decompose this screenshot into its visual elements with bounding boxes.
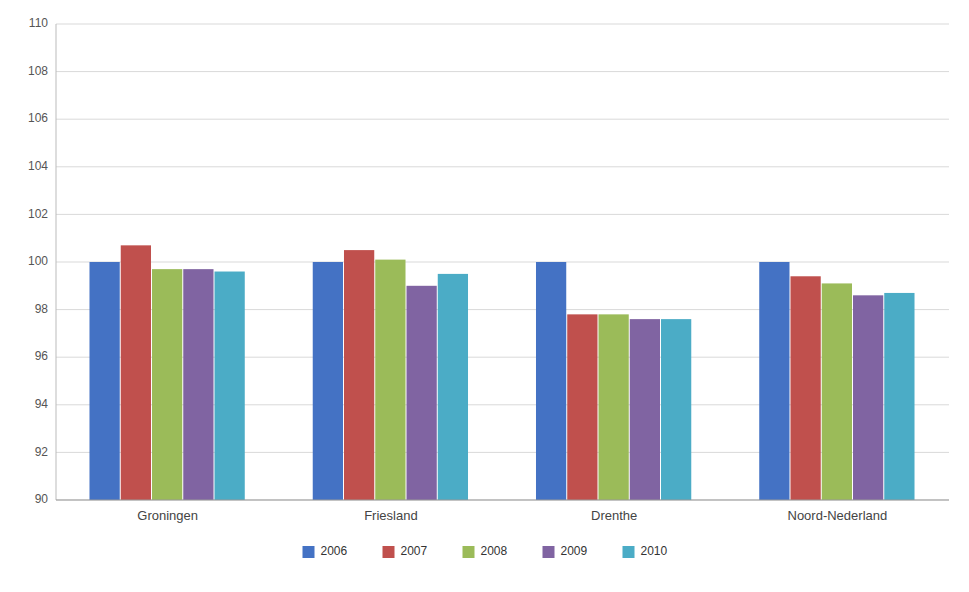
bars	[89, 245, 914, 500]
bar	[121, 245, 151, 500]
y-axis: 90 92 94 96 98 100 102 104 106 108 110	[28, 16, 56, 506]
legend-label: 2010	[641, 544, 668, 558]
legend-label: 2007	[401, 544, 428, 558]
bar	[598, 314, 628, 500]
bar-series	[121, 245, 821, 500]
grid-line	[56, 166, 949, 167]
bar	[759, 262, 789, 500]
bar	[344, 250, 374, 500]
x-tick-label: Drenthe	[591, 508, 637, 523]
grid-line	[56, 262, 949, 263]
y-tick-label: 100	[28, 254, 48, 268]
bar	[215, 272, 245, 500]
bar	[89, 262, 119, 500]
x-tick-label: Groningen	[137, 508, 198, 523]
y-tick-label: 98	[35, 302, 49, 316]
bar	[536, 262, 566, 500]
bar	[152, 269, 182, 500]
bar	[822, 283, 852, 500]
grid	[56, 24, 949, 500]
chart-container: 90 92 94 96 98 100 102 104 106 108 110 Groningen Fri…	[0, 0, 969, 592]
x-axis-line	[56, 500, 949, 501]
grid-line	[56, 24, 949, 25]
bar-series	[89, 262, 789, 500]
y-tick-label: 90	[35, 492, 49, 506]
bar	[790, 276, 820, 500]
bar	[661, 319, 691, 500]
bar	[407, 286, 437, 500]
y-tick-label: 106	[28, 111, 48, 125]
grid-line	[56, 71, 949, 72]
legend-label: 2006	[321, 544, 348, 558]
legend-swatch	[383, 546, 395, 558]
legend-swatch	[463, 546, 475, 558]
legend-label: 2009	[561, 544, 588, 558]
y-tick-label: 110	[29, 16, 48, 30]
bar-series	[183, 269, 883, 500]
y-tick-label: 94	[35, 397, 49, 411]
grid-line	[56, 214, 949, 215]
grid-line	[56, 119, 949, 120]
x-tick-label: Noord-Nederland	[788, 508, 888, 523]
legend-swatch	[303, 546, 315, 558]
page: {"chart_data": {"type": "bar", "categori…	[0, 0, 969, 592]
legend-label: 2008	[481, 544, 508, 558]
bar	[630, 319, 660, 500]
bar-series	[215, 272, 915, 500]
bar	[183, 269, 213, 500]
legend-swatch	[543, 546, 555, 558]
legend: 2006 2007 2008 2009 2010	[303, 544, 668, 558]
chart-svg: 90 92 94 96 98 100 102 104 106 108 110 Groningen Fri…	[0, 0, 969, 592]
y-tick-label: 92	[35, 445, 49, 459]
bar	[438, 274, 468, 500]
y-tick-label: 102	[28, 207, 48, 221]
legend-swatch	[623, 546, 635, 558]
x-axis: Groningen Friesland Drenthe Noord-Nederland	[56, 500, 949, 523]
y-axis-line	[56, 24, 57, 500]
grid-line	[56, 500, 949, 501]
bar-series	[152, 260, 852, 500]
y-tick-label: 96	[35, 349, 49, 363]
bar	[313, 262, 343, 500]
y-tick-label: 108	[28, 64, 48, 78]
bar	[567, 314, 597, 500]
bar	[853, 295, 883, 500]
bar	[375, 260, 405, 500]
x-tick-label: Friesland	[364, 508, 417, 523]
y-tick-label: 104	[28, 159, 48, 173]
bar	[884, 293, 914, 500]
